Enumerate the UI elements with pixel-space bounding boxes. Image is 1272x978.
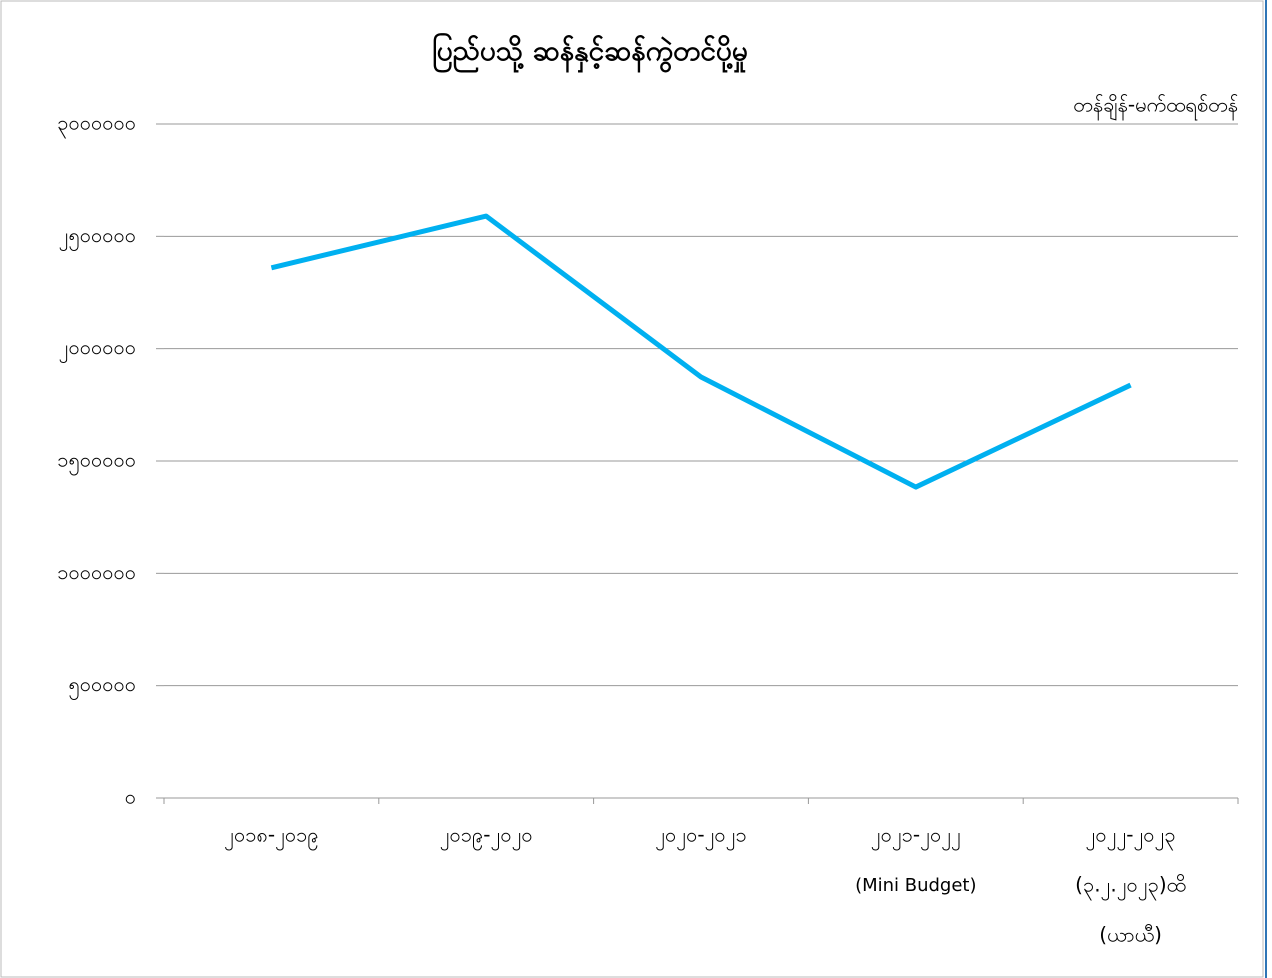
x-tick-label: (ယာယီ) <box>1099 923 1162 947</box>
y-tick-label: ၃၀၀၀၀၀၀ <box>57 111 136 139</box>
x-tick-label: ၂၀၁၈-၂၀၁၉ <box>224 823 319 851</box>
x-tick-label: (Mini Budget) <box>855 875 976 896</box>
y-tick-label: ၁၅၀၀၀၀၀ <box>57 448 136 476</box>
axis-unit: တန်ချိန်-မက်ထရစ်တန် <box>1073 93 1238 121</box>
y-tick-label: ၂၀၀၀၀၀၀ <box>59 335 136 363</box>
y-tick-label: ၀ <box>125 785 136 809</box>
y-tick-label: ၅၀၀၀၀၀ <box>69 672 137 700</box>
y-tick-label: ၁၀၀၀၀၀၀ <box>57 560 136 584</box>
line <box>270 213 1132 490</box>
x-tick-label: ၂၀၂၀-၂၀၂၁ <box>655 823 747 851</box>
x-tick-label: ၂၀၂၁-၂၀၂၂ <box>871 823 961 851</box>
x-tick-label: ၂၀၁၉-၂၀၂၀ <box>440 823 533 851</box>
y-tick-label: ၂၅၀၀၀၀၀ <box>59 223 136 251</box>
x-tick-label: (၃.၂.၂၀၂၃)ထိ <box>1075 873 1186 901</box>
x-tick-label: ၂၀၂၂-၂၀၂၃ <box>1086 823 1176 851</box>
